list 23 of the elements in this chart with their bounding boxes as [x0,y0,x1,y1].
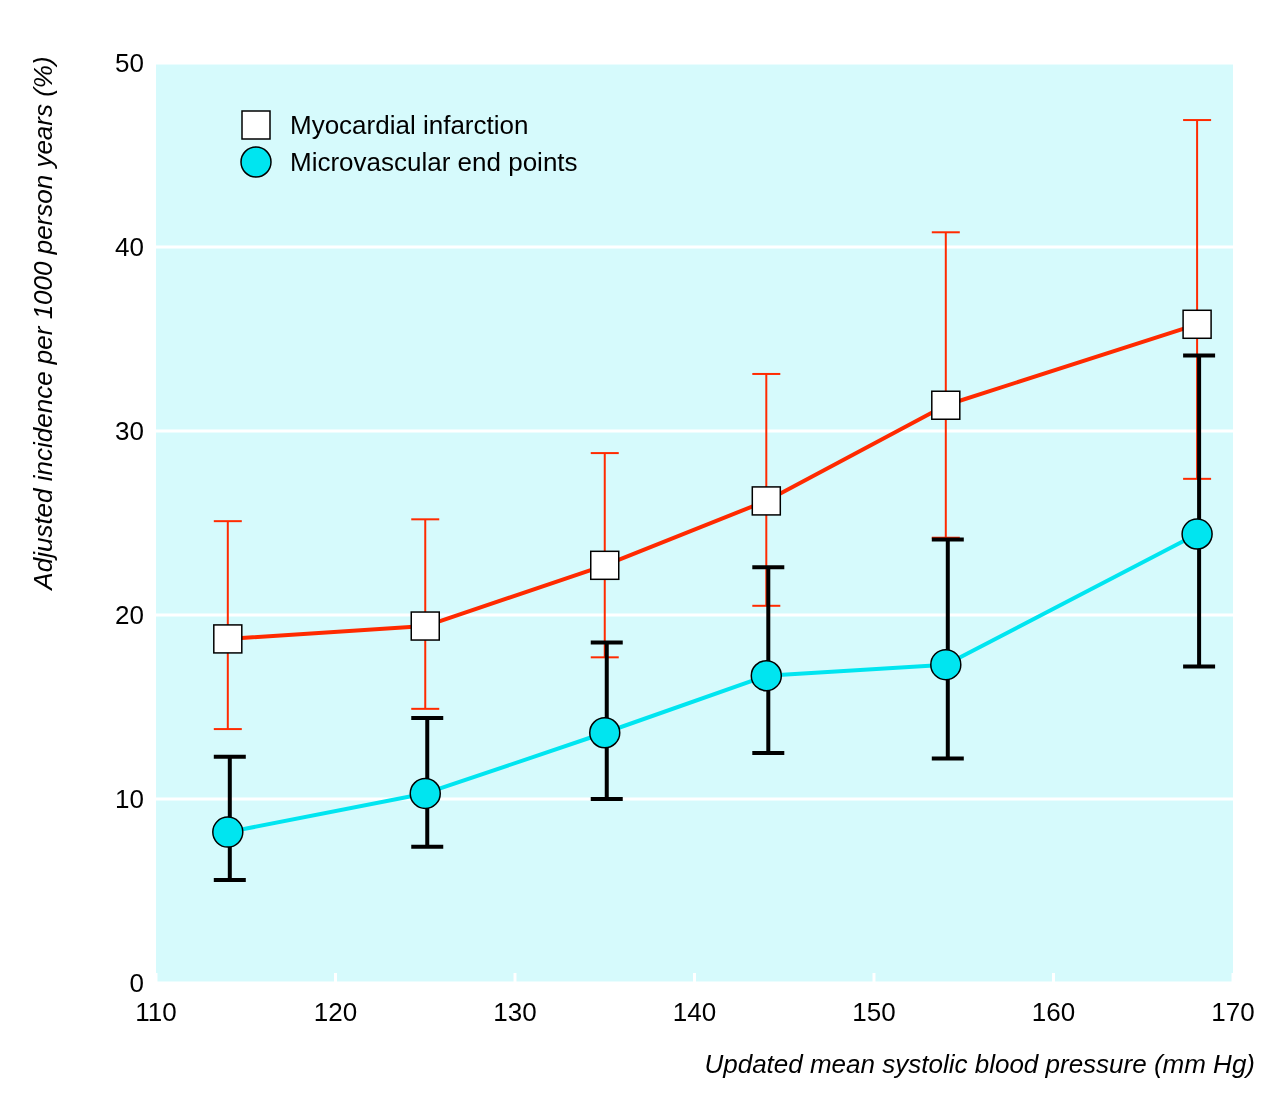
legend-label: Myocardial infarction [290,110,529,141]
point [589,717,621,749]
y-tick-label: 50 [115,48,144,79]
point [930,648,962,681]
point [750,659,783,692]
point [212,816,244,848]
x-tick-label: 140 [672,997,717,1027]
x-tick-label: 150 [852,997,896,1027]
point [1181,518,1213,550]
x-tick-label: 170 [1211,997,1255,1027]
x-tick-label: 160 [1031,997,1076,1027]
y-axis-title: Adjusted incidence per 1000 person years (%) [28,56,58,592]
x-tick-label: 110 [135,997,177,1027]
y-tick-label: 10 [115,784,144,815]
legend-label: Microvascular end points [290,147,578,178]
y-tick-label: 0 [129,968,144,999]
point [409,777,441,810]
y-tick-label: 30 [115,416,144,447]
y-tick-label: 40 [115,232,144,263]
x-axis-title: Updated mean systolic blood pressure (mm Hg) [704,1049,1255,1079]
x-tick-label: 120 [313,997,358,1027]
x-tick-label: 130 [493,997,537,1027]
y-tick-label: 20 [115,600,144,631]
